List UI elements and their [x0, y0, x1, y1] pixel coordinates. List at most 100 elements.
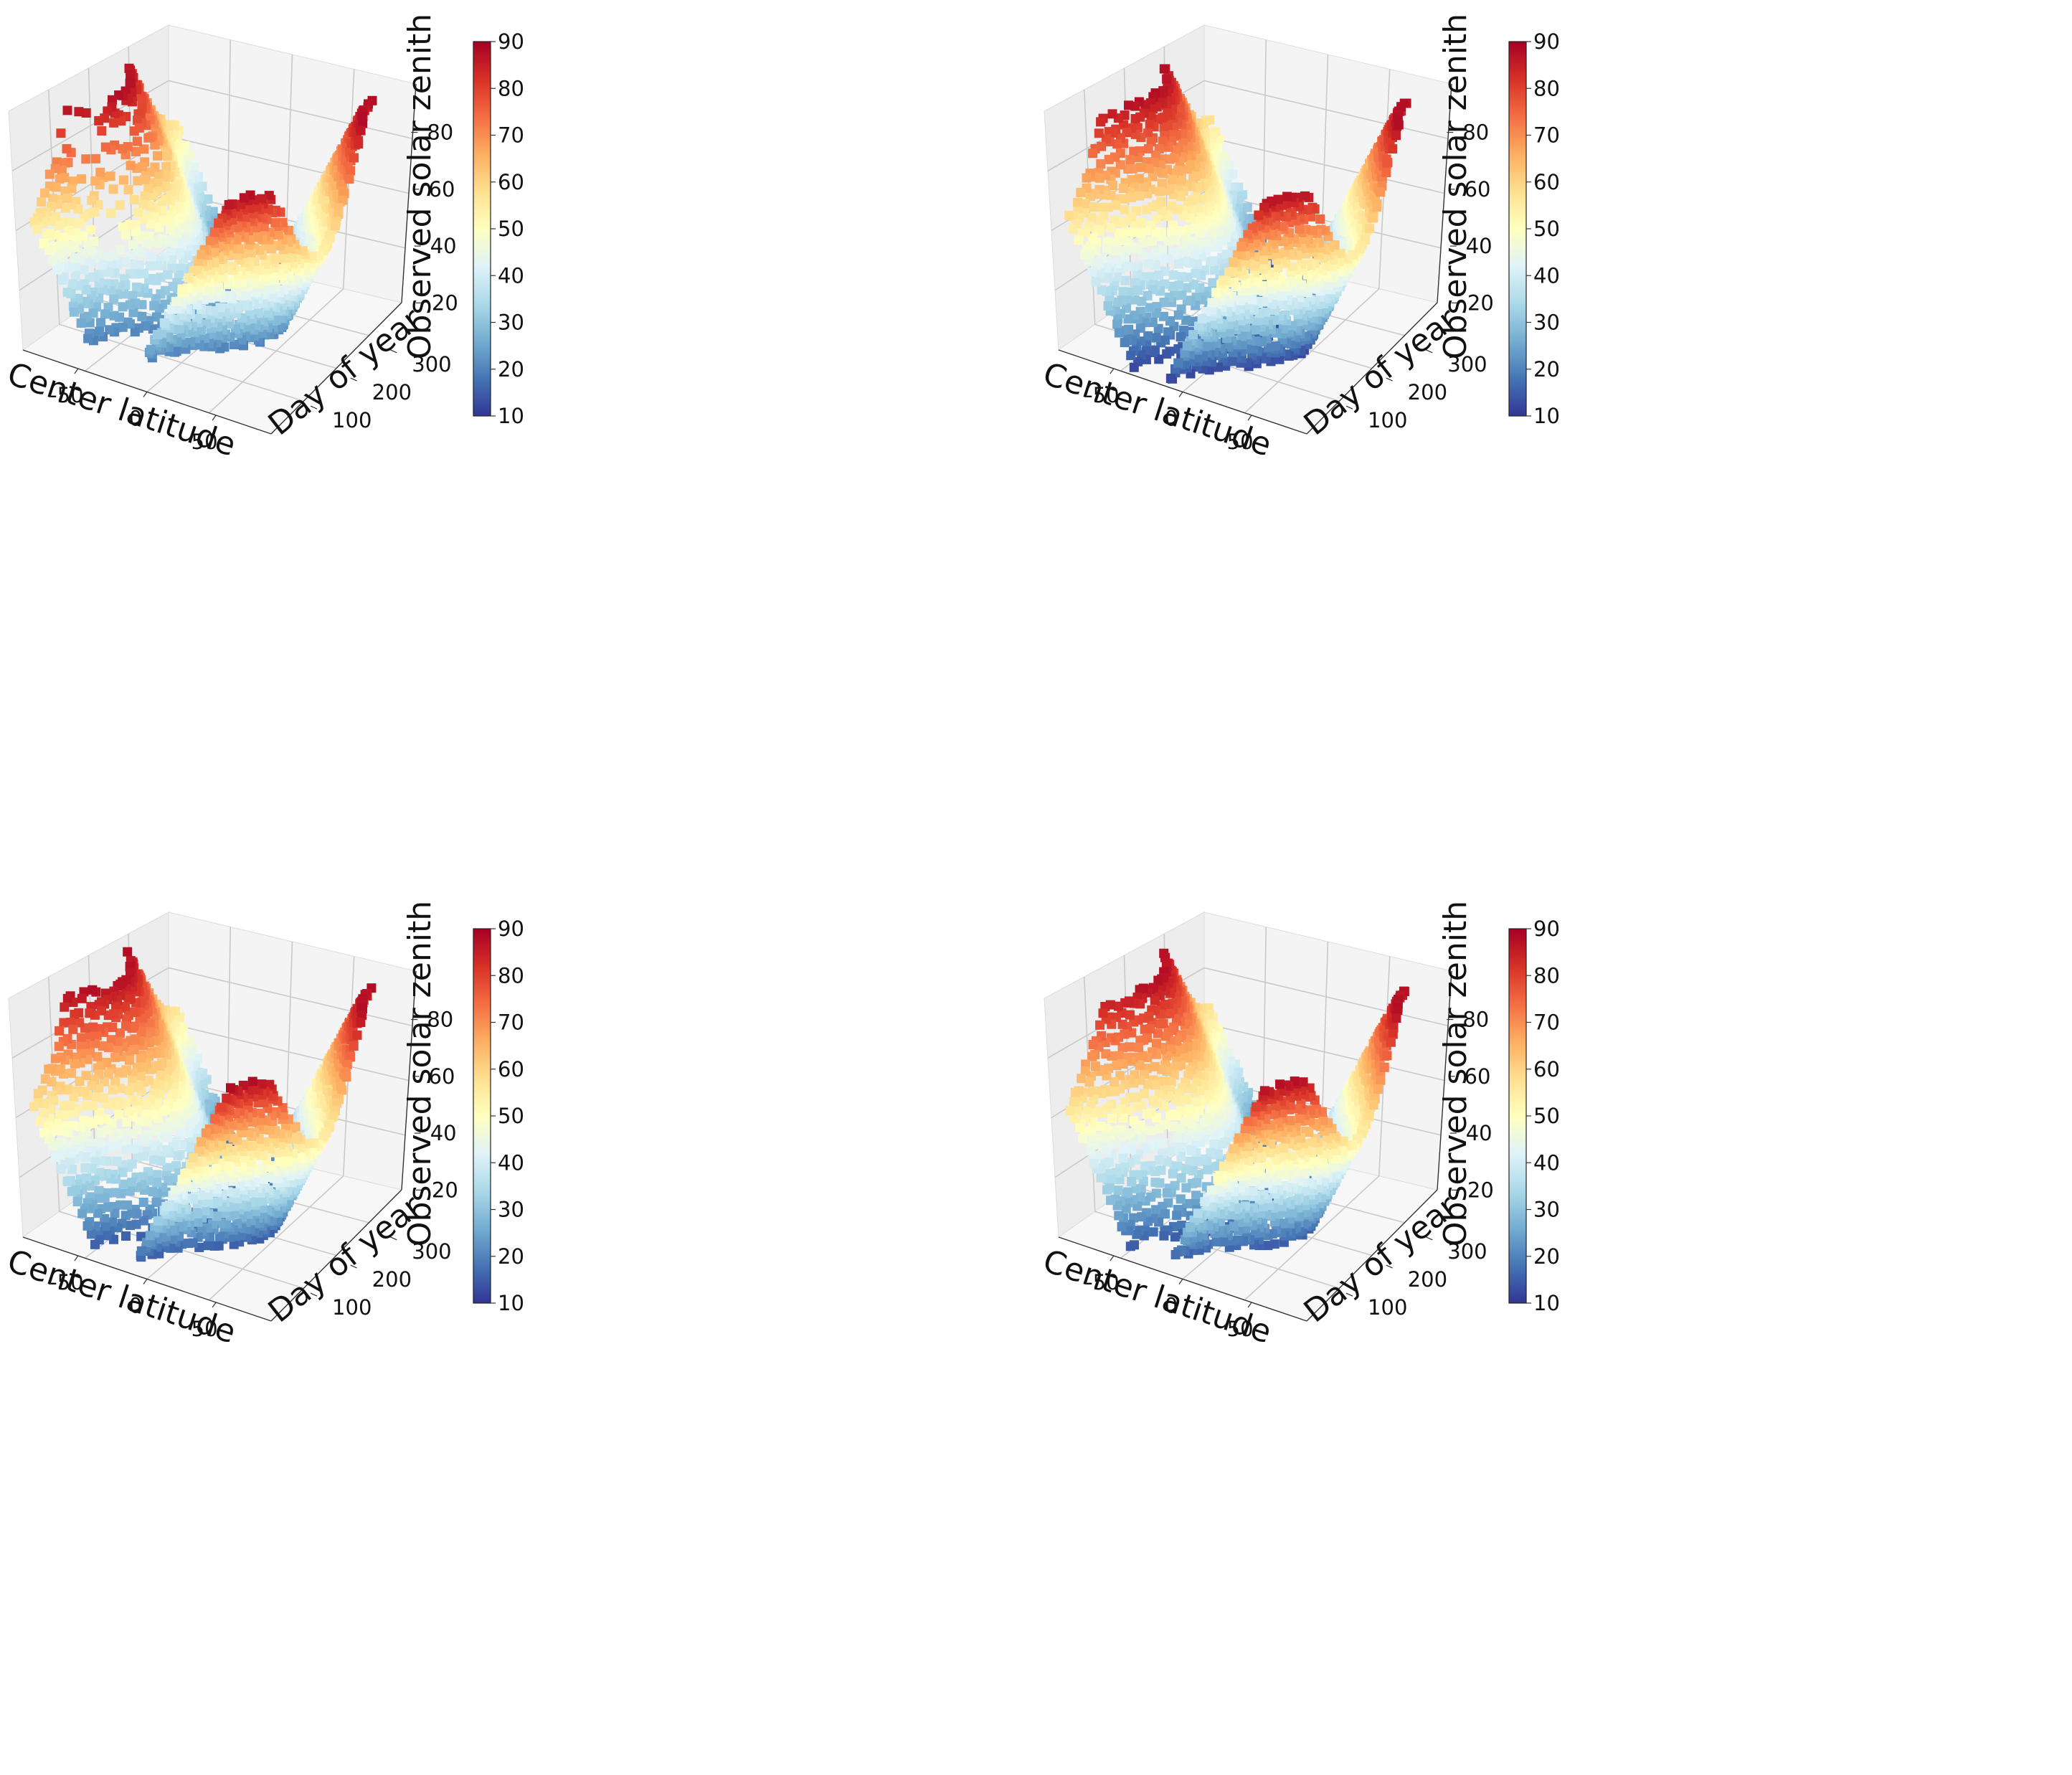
- scatter-point: [133, 115, 142, 126]
- scatter-point: [90, 176, 100, 186]
- scatter-point: [1145, 303, 1155, 313]
- scatter-point: [197, 250, 207, 260]
- z-axis-line: [1437, 83, 1452, 303]
- scatter-point: [224, 200, 234, 209]
- scatter-point: [61, 203, 70, 213]
- scatter-point: [332, 1098, 342, 1108]
- scatter-point: [1102, 243, 1112, 253]
- scatter-point: [283, 252, 293, 262]
- scatter-point: [232, 286, 242, 296]
- scatter-point: [252, 288, 262, 298]
- z-tick-label: 40: [1466, 234, 1492, 258]
- scatter-point: [214, 218, 224, 228]
- scatter-points: [1064, 64, 1411, 384]
- scatter-point: [159, 1125, 169, 1135]
- scatter-point: [156, 1071, 166, 1081]
- scatter-point: [1189, 280, 1199, 290]
- scatter-point: [97, 126, 107, 136]
- x-tick-label: -50: [1085, 383, 1119, 407]
- scatter-point: [124, 1085, 134, 1095]
- scatter-point: [184, 273, 194, 283]
- scatter-point: [352, 1030, 362, 1040]
- scatter-point: [69, 307, 79, 317]
- scatter-points: [29, 63, 377, 363]
- x-tick-label: 0: [1165, 407, 1178, 431]
- colorbar-tick-label: 60: [498, 170, 524, 194]
- scatter-point: [153, 151, 162, 161]
- y-axis-line: [1306, 302, 1438, 435]
- colorbar-tick-label: 70: [498, 123, 524, 148]
- scatter-point: [171, 296, 181, 306]
- scatter-point: [1131, 278, 1140, 288]
- scatter-point: [1129, 146, 1139, 156]
- scatter-point: [146, 252, 156, 262]
- scatter-point: [108, 184, 118, 194]
- scatter-point: [337, 1085, 347, 1095]
- scatter-point: [1243, 229, 1253, 240]
- scatter-point: [1127, 175, 1137, 185]
- scatter-point: [1320, 260, 1330, 270]
- scatter-point: [1365, 224, 1375, 234]
- scatter-point: [1178, 240, 1188, 250]
- scatter-point: [178, 1023, 188, 1033]
- scatter-point: [1388, 144, 1398, 154]
- scatter-point: [1249, 344, 1259, 354]
- scatter-point: [141, 1099, 151, 1109]
- scatter-point: [1164, 254, 1173, 264]
- scatter-point: [123, 995, 133, 1005]
- scatter-point: [1120, 194, 1129, 204]
- scatter-point: [81, 154, 91, 164]
- scatter-point: [67, 279, 77, 289]
- scatter-point: [1165, 154, 1175, 164]
- scatter-point: [1270, 341, 1280, 351]
- scatter-point: [1125, 155, 1135, 165]
- scatter-point: [264, 191, 274, 201]
- scatter-point: [128, 240, 138, 250]
- scatter-point: [112, 1140, 122, 1150]
- scatter-point: [357, 111, 367, 121]
- scatter-point: [209, 227, 219, 237]
- scatter-point: [1383, 158, 1393, 168]
- scatter-point: [1368, 213, 1378, 223]
- scatter-point: [1159, 298, 1169, 307]
- scatter-point: [1236, 242, 1246, 252]
- scatter-point: [153, 330, 162, 339]
- scatter-point: [1088, 202, 1098, 212]
- y-axis-line: [270, 1189, 402, 1322]
- scatter-point: [52, 265, 62, 275]
- scatter-point: [1193, 353, 1203, 363]
- scatter-point: [133, 207, 143, 217]
- z-tick-label: 20: [432, 290, 458, 315]
- scatter-point: [1162, 74, 1172, 84]
- scatter-point: [1092, 225, 1102, 235]
- scatter-point: [346, 166, 355, 176]
- scatter-point: [1073, 197, 1082, 207]
- scatter-point: [47, 256, 57, 266]
- scatter-point: [1087, 267, 1097, 277]
- scatter-point: [1085, 191, 1095, 202]
- scatter-point: [1181, 316, 1191, 326]
- scatter-point: [150, 140, 160, 150]
- subplot-top-right: -50 0 50 100 200 300 20 40 60 80 Center latitude Da…: [1036, 0, 2071, 887]
- scatter-point: [1225, 327, 1235, 337]
- scatter-point: [77, 174, 87, 184]
- scatter-point: [1315, 214, 1325, 224]
- scatter-point: [62, 993, 72, 1003]
- scatter-point: [1168, 281, 1178, 291]
- scatter-point: [274, 1157, 284, 1167]
- scatter-point: [44, 169, 55, 179]
- scatter-point: [106, 208, 115, 218]
- colorbar-tick-label: 60: [1533, 170, 1560, 194]
- scatter-point: [81, 285, 91, 295]
- scatter-points: [29, 947, 377, 1262]
- scatter-point: [131, 283, 141, 293]
- scatter-point: [252, 202, 262, 212]
- scatter-point: [152, 312, 162, 322]
- scatter-point: [356, 1018, 366, 1027]
- scatter-point: [1274, 298, 1285, 308]
- colorbar-tick-label: 10: [1533, 404, 1560, 428]
- scatter-point: [1074, 235, 1084, 245]
- y-tick-label: 300: [412, 352, 451, 377]
- scatter-point: [1095, 269, 1105, 279]
- colorbar-tick-label: 20: [498, 357, 524, 382]
